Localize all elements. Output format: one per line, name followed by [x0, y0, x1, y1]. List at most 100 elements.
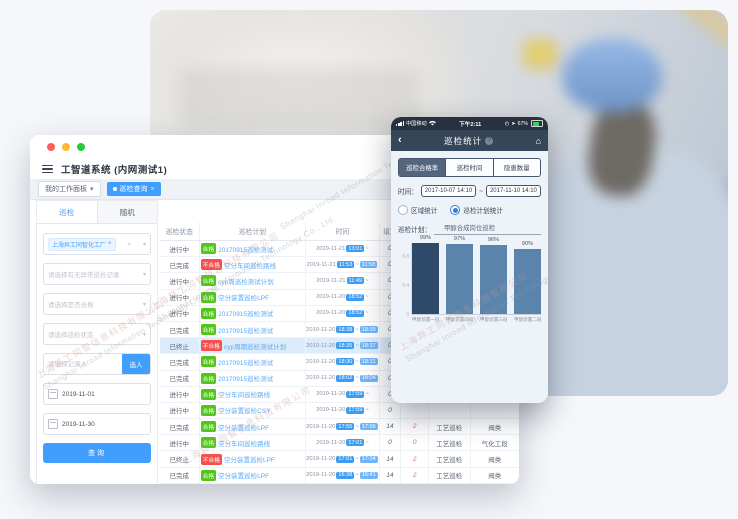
date-text: 2019-11-20: [306, 326, 336, 333]
plan-link[interactable]: 20170915巡检测试: [218, 311, 274, 319]
time-cell: 2019-11-21 11:53 ~11:58: [306, 257, 380, 273]
plan-link[interactable]: 20170915巡检测试: [218, 246, 274, 254]
stat-segmented-tabs: 巡检合格率 巡检时间 隐患数量: [398, 158, 541, 177]
chevron-down-icon: ▾: [90, 186, 94, 193]
photo-warning-sign: [526, 42, 554, 66]
plan-link[interactable]: 20170915巡检测试: [218, 359, 274, 367]
table-row[interactable]: 已终止 不合格 空分装置巡检LPF 2019-11-20 17:01 ~17:04 14 2 工…: [160, 451, 519, 468]
plan-link[interactable]: cyp周巡检测试计划: [218, 278, 274, 286]
sidebar-tab-random[interactable]: 随机: [97, 201, 157, 223]
workspace-tab-label: 我的工作面板: [45, 186, 87, 193]
bar[interactable]: [446, 244, 473, 314]
table-row[interactable]: 已完成 合格 20170915巡检测试 2019-11-20 18:02 ~18:04 0: [160, 370, 519, 387]
table-row[interactable]: 进行中 合格 cyp周巡检测试计划 2019-11-21 11:49 ~0: [160, 273, 519, 290]
x-tick-label: 甲醇装置四班: [446, 317, 473, 322]
app-header: 工智道系统 (内网测试1): [30, 159, 519, 179]
time-cell: 2019-11-20 18:52 ~: [306, 289, 380, 305]
status-cell: 已完成: [160, 370, 200, 386]
time-from-input[interactable]: 2017-10-07 14:10: [420, 185, 477, 197]
start-time-badge: 18:35: [336, 342, 355, 350]
carrier-label: 中国移动: [405, 121, 427, 127]
zoom-button[interactable]: [77, 143, 85, 151]
plan-link[interactable]: 空分装置巡检LPF: [218, 295, 270, 303]
help-icon[interactable]: ?: [485, 136, 494, 145]
status-cell: 进行中: [160, 402, 200, 419]
time-separator: ~: [365, 277, 369, 284]
result-badge: 不合格: [200, 453, 222, 465]
workspace-tab-dashboard[interactable]: 我的工作面板 ▾: [38, 181, 101, 197]
select-placeholder: 请选择有无异常巡检记录: [48, 272, 120, 279]
plan-link[interactable]: 20170915巡检测试: [218, 376, 274, 384]
result-badge: 合格: [200, 307, 217, 319]
bar[interactable]: [480, 244, 507, 314]
plan-link[interactable]: cyp周期巡检测试计划: [223, 343, 287, 351]
date-text: 2019-11-20: [316, 294, 346, 301]
query-button[interactable]: 查询: [43, 443, 151, 463]
table-row[interactable]: 已完成 合格 20170915巡检测试 2019-11-20 18:30 ~18:31 0: [160, 354, 519, 371]
plan-link[interactable]: 20170915巡检测试: [218, 327, 274, 335]
plan-link[interactable]: 空分车间巡检路线: [218, 392, 271, 400]
date-from-input[interactable]: 2019-11-01: [43, 383, 151, 405]
chevron-down-icon: ▾: [142, 331, 146, 338]
segment-tab-2[interactable]: 隐患数量: [504, 165, 530, 172]
bar[interactable]: [514, 249, 541, 314]
signal-icon: [396, 121, 404, 126]
plan-link[interactable]: 空分装置巡检CSY: [218, 408, 271, 416]
count-cell: 14: [380, 419, 402, 435]
time-to-input[interactable]: 2017-11-10 14:10: [485, 185, 541, 197]
segment-tab-0[interactable]: 巡检合格率: [399, 159, 447, 176]
plan-cell: 不合格 cyp周期巡检测试计划: [200, 338, 307, 354]
plan-cell: 不合格 空分装置巡检LPF: [200, 451, 307, 467]
table-row[interactable]: 已完成 合格 空分装置巡检LPF 2019-11-20 16:38 ~16:41 14 2 工艺…: [160, 467, 519, 484]
sidebar-tabs: 巡检 随机: [37, 201, 157, 224]
bar-value-label: 97%: [453, 236, 466, 243]
status-cell: 已终止: [160, 451, 200, 467]
chart-x-labels: 甲醇装置一班 甲醇装置四班 甲醇装置三班 甲醇装置二班: [412, 317, 541, 329]
type-cell: 工艺巡检: [429, 467, 471, 483]
close-button[interactable]: [47, 143, 55, 151]
radio-1[interactable]: [450, 205, 461, 215]
status-select[interactable]: 请选择巡检状态 ▾: [43, 323, 151, 345]
home-icon[interactable]: ⌂: [535, 135, 541, 146]
close-icon[interactable]: ×: [150, 185, 155, 193]
start-time-badge: 18:52: [346, 309, 365, 317]
menu-icon[interactable]: [42, 164, 53, 174]
table-row[interactable]: 进行中 合格 空分车间巡检路线 2019-11-20 17:01 ~0 0 工艺巡检 气化工段: [160, 435, 519, 452]
wifi-icon: [428, 120, 436, 128]
workspace-tab-inspection-query[interactable]: 巡检查询 ×: [106, 182, 161, 196]
plan-link[interactable]: 空分装置巡检LPF: [218, 424, 270, 432]
plan-link[interactable]: 空分装置巡检LPF: [223, 457, 275, 465]
plan-cell: 合格 空分车间巡检路线: [200, 435, 307, 451]
time-separator: ~: [365, 439, 369, 446]
table-row[interactable]: 已完成 合格 空分装置巡检LPF 2019-11-20 17:55 ~17:56 14 2 工艺…: [160, 419, 519, 436]
time-label: 时间：: [398, 189, 418, 196]
group-cell: 阀类: [488, 473, 502, 481]
minimize-button[interactable]: [62, 143, 70, 151]
sidebar-tab-inspection[interactable]: 巡检: [37, 201, 98, 223]
clear-icon[interactable]: ×: [127, 240, 132, 248]
plan-link[interactable]: 空分车间巡检路线: [218, 440, 271, 448]
end-time-badge: 18:04: [359, 374, 378, 382]
table-row[interactable]: 已完成 合格 20170915巡检测试 2019-11-20 18:38 ~18:39 0: [160, 321, 519, 339]
radio-0[interactable]: [398, 205, 408, 215]
back-icon[interactable]: ‹: [398, 134, 402, 146]
pick-person-button[interactable]: 选人: [122, 354, 150, 374]
segment-tab-1[interactable]: 巡检时间: [446, 159, 494, 176]
plan-link[interactable]: 空分装置巡检LPF: [218, 473, 270, 481]
start-time-badge: 17:59: [346, 390, 365, 398]
recorder-input[interactable]: [44, 360, 122, 368]
factory-multiselect[interactable]: 上海异工同智化工厂 × × ▾: [43, 233, 151, 255]
qualified-select[interactable]: 请选择是否合格 ▾: [43, 293, 151, 315]
status-cell: 已完成: [160, 354, 200, 370]
factory-tag-label: 上海异工同智化工厂: [52, 242, 107, 249]
plan-select[interactable]: 甲醇合成岗位巡检: [433, 223, 541, 235]
status-cell: 已完成: [160, 467, 200, 483]
bar[interactable]: [412, 242, 439, 314]
abnormal-record-select[interactable]: 请选择有无异常巡检记录 ▾: [43, 263, 151, 285]
close-icon[interactable]: ×: [108, 241, 112, 247]
plan-link[interactable]: 空分车间巡检路线: [223, 262, 276, 270]
table-row[interactable]: 进行中 合格 空分装置巡检CSY 2019-11-20 17:59 ~0: [160, 402, 519, 420]
date-to-input[interactable]: 2019-11-30: [43, 413, 151, 435]
time-cell: 2019-11-20 18:35 ~18:37: [306, 338, 380, 354]
time-cell: 2019-11-20 16:38 ~16:41: [306, 467, 380, 483]
